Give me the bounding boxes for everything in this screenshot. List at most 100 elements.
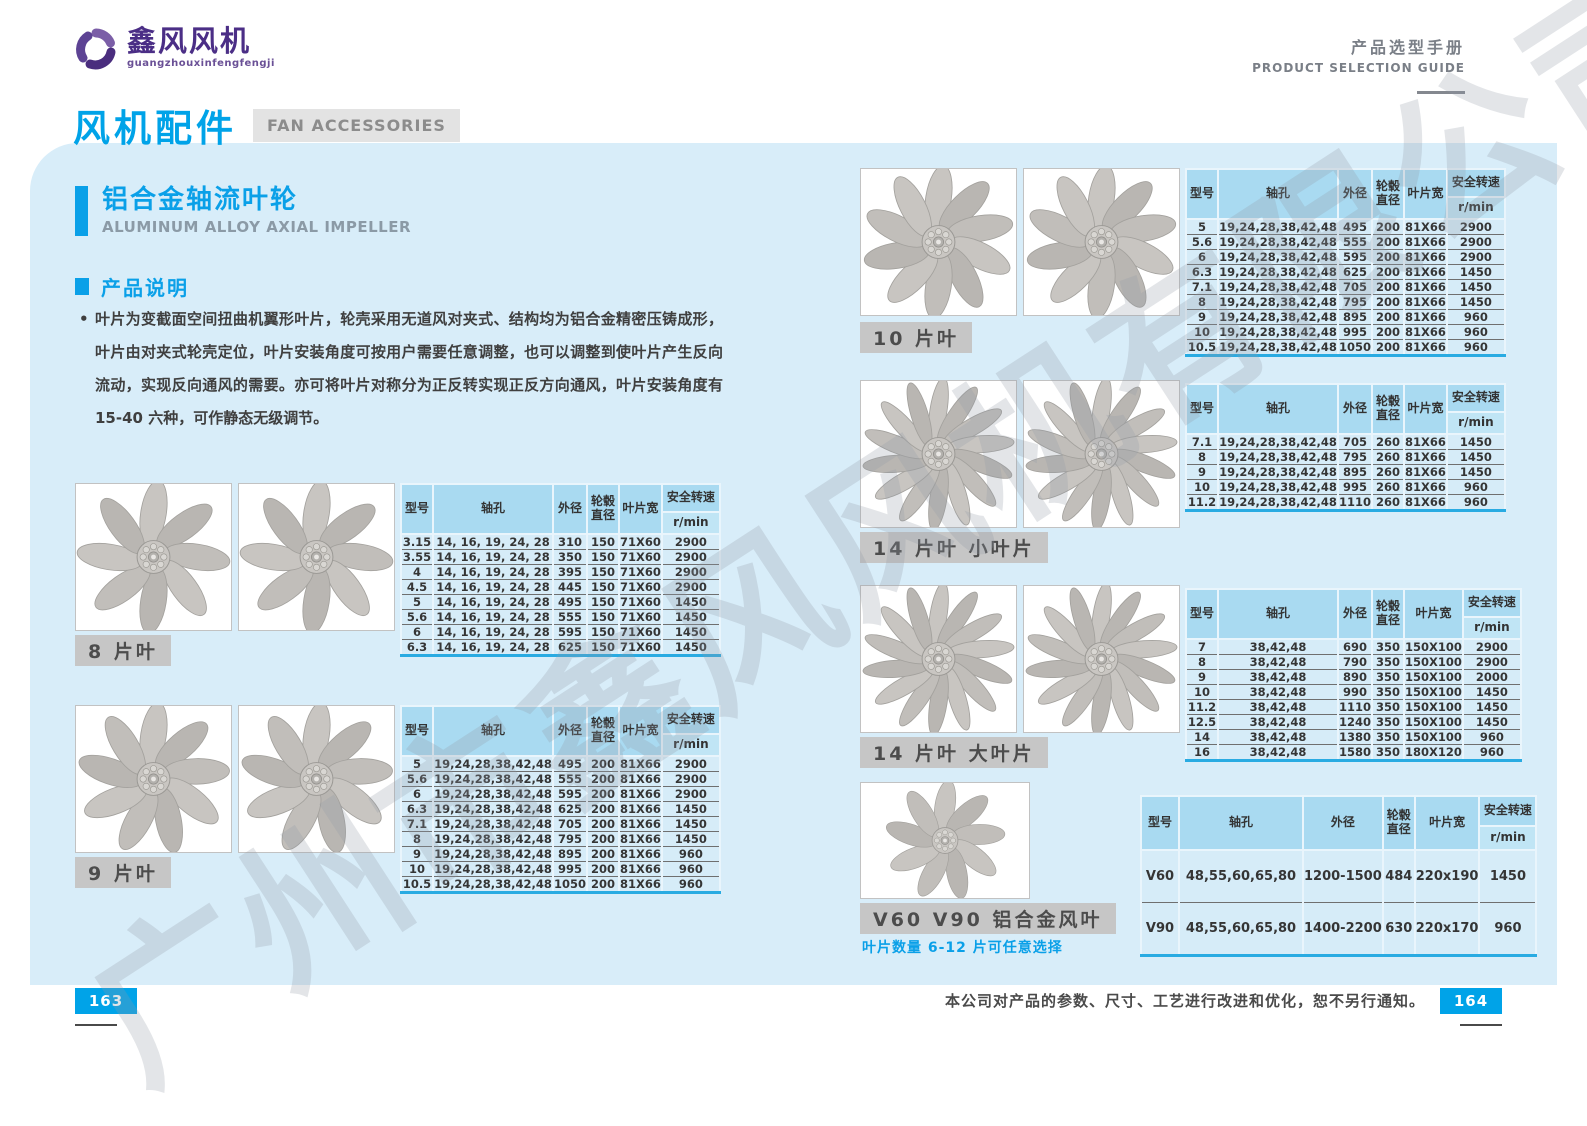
table-cell: 200 [586, 756, 621, 772]
col-model: 型号 [400, 483, 434, 535]
table-cell: 9 [1185, 464, 1219, 480]
table-cell: 81X66 [618, 801, 663, 817]
table-cell: 19,24,28,38,42,48 [432, 846, 554, 862]
table-cell: 9 [1185, 669, 1219, 685]
table-row: 6.3 14, 16, 19, 24, 28 625 150 71X60 1450 [400, 639, 721, 656]
table-cell: 960 [1445, 324, 1506, 340]
table-cell: 71X60 [618, 594, 663, 610]
table-cell: 71X60 [618, 624, 663, 640]
col-bore: 轴孔 [1178, 795, 1304, 851]
table-cell: 38,42,48 [1217, 639, 1339, 655]
table-cell: 19,24,28,38,42,48 [432, 861, 554, 877]
table-cell: 81X66 [618, 876, 663, 893]
page-title: 风机配件 FAN ACCESSORIES [73, 98, 460, 152]
table-cell: V60 [1140, 850, 1180, 903]
table-cell: 200 [586, 861, 621, 877]
table-row: 5.6 19,24,28,38,42,48 555 200 81X66 2900 [400, 771, 721, 787]
table-cell: 19,24,28,38,42,48 [432, 876, 554, 893]
table-cell: 200 [586, 801, 621, 817]
table-cell: 200 [1371, 309, 1406, 325]
table-cell: 895 [551, 846, 589, 862]
table-cell: 220x190 [1413, 850, 1481, 903]
spec-table-v60: 型号 轴孔 外径 轮毂 直径 叶片宽 安全转速 r/min V60 48,55,60… [1140, 795, 1538, 957]
table-cell: 1450 [1461, 684, 1522, 700]
table-cell: 995 [551, 861, 589, 877]
table-cell: 200 [586, 771, 621, 787]
table-cell: 3.15 [400, 534, 434, 550]
col-blade-width: 叶片宽 [1403, 168, 1448, 220]
table-cell: 150X100 [1403, 684, 1464, 700]
table-cell: 200 [586, 876, 621, 893]
table-row: 6 19,24,28,38,42,48 595 200 81X66 2900 [1185, 249, 1506, 265]
impeller-8-image [76, 484, 231, 630]
page-title-cn: 风机配件 [73, 107, 237, 150]
table-cell: 960 [660, 861, 721, 877]
col-safe-speed: 安全转速 [1478, 795, 1538, 827]
table-cell: 595 [1336, 249, 1374, 265]
table-cell: 150X100 [1403, 639, 1464, 655]
table-cell: 1450 [1445, 279, 1506, 295]
table-row: 8 19,24,28,38,42,48 795 200 81X66 1450 [400, 831, 721, 847]
fan-photo [75, 705, 232, 853]
table-cell: 10.5 [1185, 339, 1219, 356]
table-cell: 81X66 [1403, 324, 1448, 340]
table-row: 6.3 19,24,28,38,42,48 625 200 81X66 1450 [400, 801, 721, 817]
table-cell: 19,24,28,38,42,48 [1217, 339, 1339, 356]
impeller-10-image [1024, 169, 1179, 315]
table-cell: 81X66 [1403, 219, 1448, 235]
table-cell: 71X60 [618, 609, 663, 625]
table-cell: 81X66 [1403, 309, 1448, 325]
table-cell: 180X120 [1403, 744, 1464, 761]
table-cell: 16 [1185, 744, 1219, 761]
table-cell: 38,42,48 [1217, 729, 1339, 745]
table-cell: 2900 [1445, 234, 1506, 250]
table-cell: 6 [400, 786, 434, 802]
table-cell: 6.3 [1185, 264, 1219, 280]
table-row: 10.5 19,24,28,38,42,48 1050 200 81X66 960 [1185, 339, 1506, 356]
impeller-14s-image [1024, 381, 1179, 527]
table-cell: 9 [1185, 309, 1219, 325]
table-cell: 1450 [1445, 464, 1506, 480]
col-blade-width: 叶片宽 [1403, 383, 1448, 435]
table-cell: 14, 16, 19, 24, 28 [432, 534, 554, 550]
table-cell: 445 [552, 579, 588, 595]
table-cell: 5 [400, 594, 434, 610]
table-cell: 795 [1336, 449, 1374, 465]
table-cell: 81X66 [1403, 494, 1448, 511]
table-cell: 14, 16, 19, 24, 28 [432, 609, 554, 625]
table-cell: 19,24,28,38,42,48 [1217, 309, 1339, 325]
table-cell: 19,24,28,38,42,48 [432, 756, 554, 772]
col-model: 型号 [1185, 588, 1219, 640]
table-cell: 960 [1445, 309, 1506, 325]
table-cell: 19,24,28,38,42,48 [1217, 324, 1339, 340]
table-cell: 48,55,60,65,80 [1178, 902, 1304, 956]
table-cell: 1240 [1336, 714, 1374, 730]
table-cell: 1450 [1445, 294, 1506, 310]
table-cell: 495 [551, 756, 589, 772]
table-row: V90 48,55,60,65,80 1400-2200 630 220x170 960 [1140, 902, 1538, 956]
table-cell: 890 [1336, 669, 1374, 685]
table-cell: 8 [1185, 449, 1219, 465]
table-row: 14 38,42,48 1380 350 150X100 960 [1185, 729, 1522, 745]
table-cell: 2900 [660, 786, 721, 802]
table-cell: 19,24,28,38,42,48 [1217, 494, 1339, 511]
table-cell: 6.3 [400, 639, 434, 656]
col-safe-speed-unit: r/min [660, 511, 721, 535]
table-row: 8 38,42,48 790 350 150X100 2900 [1185, 654, 1522, 670]
impeller-14s-image [861, 381, 1016, 527]
col-safe-speed: 安全转速 [660, 483, 721, 513]
figure-label-14blade-big: 14 片叶 大叶片 [860, 737, 1048, 768]
col-od: 外径 [1336, 383, 1374, 435]
table-cell: 960 [1445, 479, 1506, 495]
table-cell: 19,24,28,38,42,48 [432, 786, 554, 802]
logo-swirl-icon [73, 26, 119, 76]
table-cell: 10.5 [400, 876, 434, 893]
table-cell: 19,24,28,38,42,48 [1217, 434, 1339, 450]
table-cell: 19,24,28,38,42,48 [1217, 464, 1339, 480]
table-cell: 81X66 [1403, 449, 1448, 465]
col-model: 型号 [1140, 795, 1180, 851]
table-cell: 555 [551, 771, 589, 787]
table-cell: 2900 [660, 564, 721, 580]
spec-table-14blade-small: 型号 轴孔 外径 轮毂 直径 叶片宽 安全转速 r/min 7.1 19,24,28… [1185, 383, 1506, 512]
col-hub-diameter: 轮毂 直径 [1371, 168, 1406, 220]
